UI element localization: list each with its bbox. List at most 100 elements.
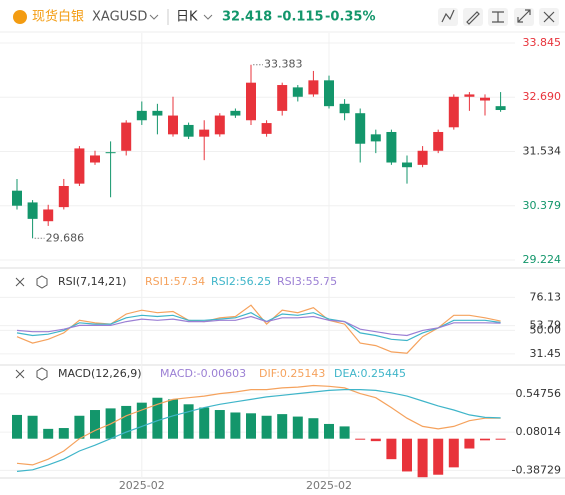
close-icon[interactable] <box>15 277 25 287</box>
close-icon[interactable] <box>15 369 25 379</box>
candle-body <box>74 148 85 184</box>
candle-body <box>199 129 210 137</box>
candle-body <box>495 106 506 111</box>
macd-bar <box>136 402 147 439</box>
tool-icon <box>517 9 531 23</box>
y-tick-label: 31.534 <box>523 145 562 158</box>
logo <box>13 10 27 24</box>
macd-bar <box>183 404 194 439</box>
candle-body <box>58 185 69 208</box>
candle-body <box>136 110 147 121</box>
y-tick-label: -0.38729 <box>512 463 561 476</box>
macd-bar <box>230 412 241 439</box>
macd-bar <box>277 414 288 439</box>
macd-bar <box>12 414 22 439</box>
macd-bar <box>495 438 506 440</box>
candle-body <box>152 110 163 116</box>
indicator-title: RSI(7,14,21) <box>58 275 126 288</box>
legend-entry: DIF:0.25143 <box>259 367 325 380</box>
candle-body <box>168 115 178 135</box>
macd-bar <box>199 407 210 439</box>
candle-body <box>464 94 475 97</box>
settings-icon[interactable] <box>36 275 48 289</box>
legend-entry: RSI1:57.34 <box>145 275 205 288</box>
macd-line <box>16 389 501 472</box>
macd-bar <box>43 428 54 439</box>
annotation-label: 29.686 <box>46 231 85 244</box>
macd-bar <box>448 438 459 468</box>
candle-body <box>12 190 22 206</box>
macd-bar <box>464 438 475 449</box>
macd-bar <box>308 418 319 439</box>
y-tick-label: 53.79 <box>530 319 562 332</box>
legend-entry: MACD:-0.00603 <box>160 367 246 380</box>
candle-body <box>433 131 444 151</box>
macd-bar <box>261 415 272 439</box>
dropdown-icon[interactable] <box>203 14 213 20</box>
legend-entry: RSI3:55.75 <box>277 275 337 288</box>
y-tick-label: 76.13 <box>530 290 562 303</box>
macd-bar <box>480 438 490 441</box>
candle-body <box>27 202 38 219</box>
macd-bar <box>90 410 100 439</box>
price: 32.418 <box>222 10 272 25</box>
tool-button[interactable] <box>514 8 534 26</box>
macd-bar <box>370 438 381 442</box>
candle-body <box>370 134 381 142</box>
period[interactable]: 日K <box>176 10 198 25</box>
candle-body <box>214 115 225 135</box>
tool-icon <box>492 11 504 23</box>
macd-bar <box>214 410 225 439</box>
macd-line <box>16 384 501 466</box>
candle-body <box>121 122 132 151</box>
macd-bar <box>58 428 69 439</box>
macd-bar <box>292 416 303 439</box>
legend-entry: RSI2:56.25 <box>211 275 271 288</box>
tool-button[interactable] <box>463 8 483 26</box>
candle-body <box>90 155 100 163</box>
rsi-line <box>16 315 501 337</box>
candle-body <box>324 80 334 107</box>
candle-body <box>339 103 350 114</box>
dropdown-icon[interactable] <box>149 14 159 20</box>
candle-body <box>230 110 241 116</box>
macd-bar <box>402 438 412 472</box>
y-tick-label: 30.379 <box>523 199 562 212</box>
tool-icon <box>543 11 555 23</box>
candle-body <box>292 87 303 97</box>
rsi-line <box>16 312 501 342</box>
macd-bar <box>121 405 132 439</box>
candle-body <box>308 80 319 95</box>
candle-body <box>105 152 116 154</box>
symbol[interactable]: XAGUSD <box>92 10 147 25</box>
candle-body <box>417 150 428 165</box>
candle-body <box>277 85 288 111</box>
y-tick-label: 0.54756 <box>516 387 562 400</box>
rsi-line <box>16 304 501 354</box>
settings-icon[interactable] <box>36 367 48 381</box>
y-tick-label: 32.690 <box>523 90 562 103</box>
annotation-label: 33.383 <box>264 58 303 71</box>
candle-body <box>448 96 459 128</box>
macd-bar <box>355 438 366 440</box>
macd-bar <box>168 399 178 439</box>
macd-bar <box>386 438 397 460</box>
macd-bar <box>433 438 444 475</box>
candle-body <box>386 131 397 163</box>
macd-bar <box>74 415 85 439</box>
macd-bar <box>27 415 38 439</box>
instrument-name[interactable]: 现货白银 <box>32 9 84 25</box>
y-tick-label: 0.08014 <box>516 425 562 438</box>
candle-body <box>480 97 490 101</box>
macd-bar <box>324 423 334 439</box>
candle-body <box>402 162 412 168</box>
change: -0.115 <box>277 10 324 25</box>
macd-bar <box>339 426 350 439</box>
y-tick-label: 31.45 <box>530 347 562 360</box>
candle-body <box>355 113 366 144</box>
legend-entry: DEA:0.25445 <box>334 367 406 380</box>
x-tick-label: 2025-02 <box>306 479 352 492</box>
candle-body <box>183 124 194 137</box>
y-tick-label: 50.00 <box>530 323 562 336</box>
